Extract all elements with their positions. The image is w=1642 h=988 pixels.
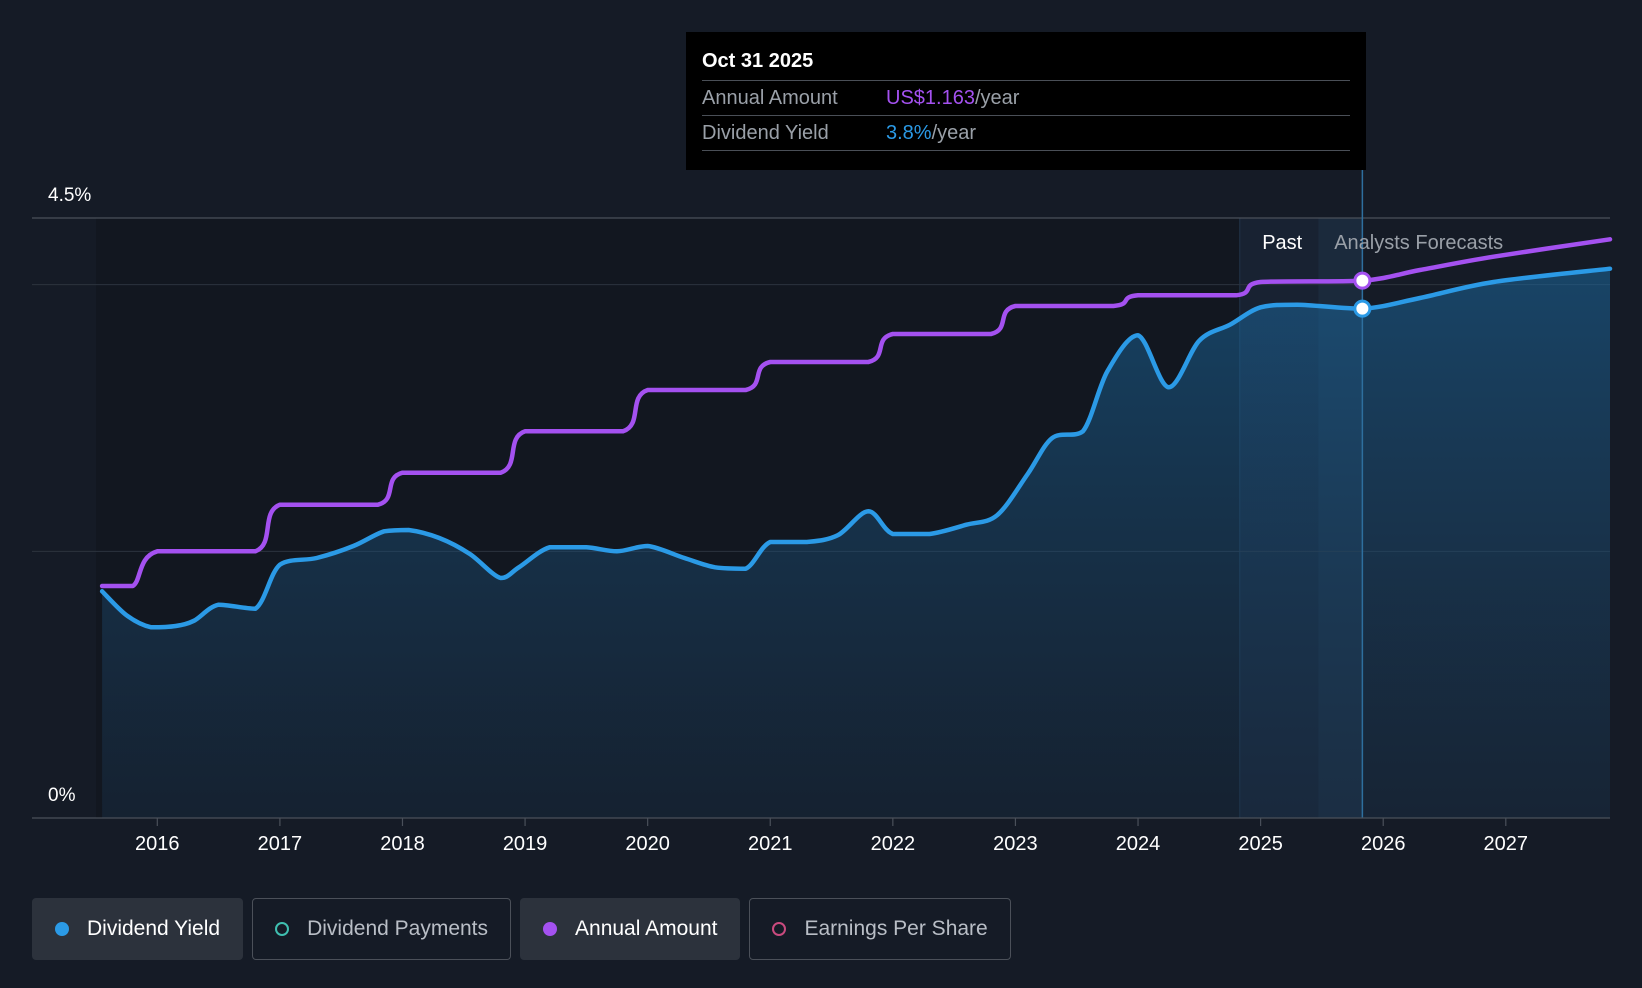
tooltip-date: Oct 31 2025 bbox=[702, 50, 814, 72]
chart-legend: Dividend Yield Dividend Payments Annual … bbox=[32, 898, 1011, 960]
legend-dividend-yield-button[interactable]: Dividend Yield bbox=[32, 898, 244, 960]
x-tick-label: 2026 bbox=[1361, 833, 1406, 855]
y-axis-top-label: 4.5% bbox=[48, 185, 91, 206]
x-tick-label: 2016 bbox=[135, 833, 180, 855]
tooltip-unit: /year bbox=[931, 122, 977, 144]
dividend-yield-line bbox=[99, 266, 1613, 630]
x-tick-label: 2024 bbox=[1116, 833, 1161, 855]
legend-dot-icon bbox=[55, 922, 69, 936]
x-tick-label: 2018 bbox=[380, 833, 425, 855]
legend-label: Earnings Per Share bbox=[804, 917, 988, 940]
x-tick-label: 2017 bbox=[258, 833, 303, 855]
tooltip-row-annual-amount: Annual Amount US$1.163 /year bbox=[702, 80, 1350, 115]
legend-dot-icon bbox=[275, 922, 290, 936]
x-tick-label: 2021 bbox=[748, 833, 793, 855]
tooltip-unit: /year bbox=[974, 87, 1020, 109]
x-tick-label: 2020 bbox=[625, 833, 670, 855]
dividend-yield-area bbox=[102, 268, 1611, 818]
legend-dot-icon bbox=[772, 922, 787, 936]
annual-amount-marker bbox=[1353, 271, 1372, 290]
legend-dot-icon bbox=[543, 922, 558, 936]
x-tick-label: 2023 bbox=[993, 833, 1038, 855]
legend-label: Dividend Yield bbox=[87, 917, 221, 940]
tooltip-key: Annual Amount bbox=[702, 87, 838, 109]
legend-label: Annual Amount bbox=[575, 917, 718, 940]
tooltip-key: Dividend Yield bbox=[702, 122, 829, 144]
legend-earnings-per-share-button[interactable]: Earnings Per Share bbox=[749, 898, 1011, 960]
x-tick-label: 2025 bbox=[1238, 833, 1283, 855]
x-tick-label: 2019 bbox=[503, 833, 548, 855]
dividend-yield-marker bbox=[1353, 299, 1372, 318]
analysts-forecasts-label: Analysts Forecasts bbox=[1334, 232, 1503, 254]
tooltip-value: US$1.163 bbox=[886, 87, 975, 109]
tooltip-row-dividend-yield: Dividend Yield 3.8% /year bbox=[702, 115, 1350, 151]
legend-label: Dividend Payments bbox=[307, 917, 489, 940]
past-label: Past bbox=[1262, 232, 1302, 254]
tooltip-value: 3.8% bbox=[886, 122, 932, 144]
annual-amount-line bbox=[99, 237, 1613, 589]
y-axis-bottom-label: 0% bbox=[48, 785, 76, 806]
x-tick-label: 2022 bbox=[871, 833, 916, 855]
legend-dividend-payments-button[interactable]: Dividend Payments bbox=[252, 898, 512, 960]
x-tick-label: 2027 bbox=[1484, 833, 1529, 855]
chart-tooltip: Oct 31 2025 Annual Amount US$1.163 /year… bbox=[686, 32, 1366, 170]
legend-annual-amount-button[interactable]: Annual Amount bbox=[520, 898, 741, 960]
